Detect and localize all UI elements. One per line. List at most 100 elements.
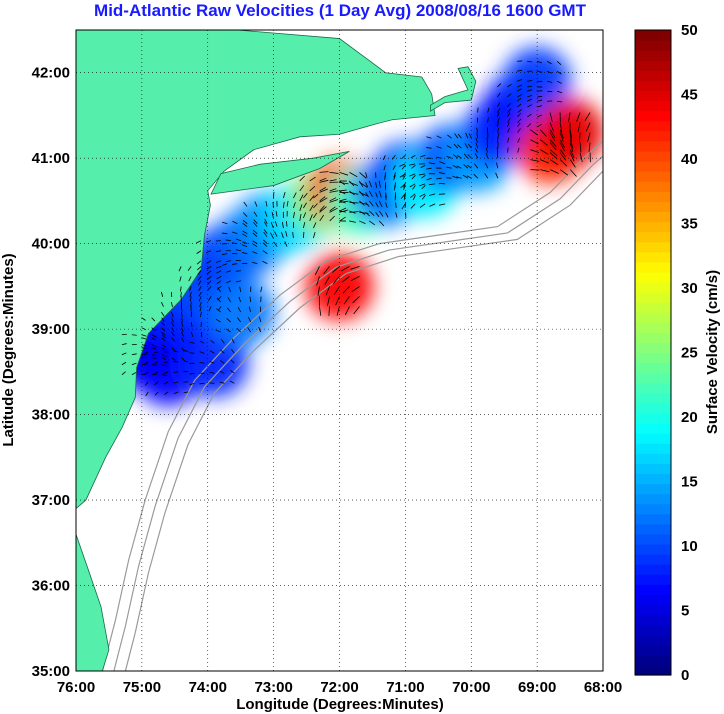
velocity-arrow <box>577 122 581 133</box>
velocity-arrow <box>282 201 285 209</box>
colorbar-swatch <box>635 292 671 303</box>
colorbar-swatch <box>635 80 671 92</box>
velocity-arrow <box>339 198 347 202</box>
velocity-arrow <box>161 354 167 358</box>
velocity-arrow <box>395 202 397 208</box>
velocity-arrow <box>527 123 532 128</box>
velocity-arrow <box>547 80 553 83</box>
velocity-arrow <box>299 185 305 192</box>
velocity-arrow <box>349 201 359 204</box>
velocity-arrow <box>549 142 557 151</box>
velocity-arrow <box>497 132 500 139</box>
velocity-arrow <box>339 209 349 213</box>
velocity-arrow <box>527 60 533 63</box>
colorbar-tick-label: 30 <box>681 280 698 297</box>
velocity-arrow <box>378 210 384 217</box>
velocity-arrow <box>199 301 202 307</box>
velocity-arrow <box>131 362 137 366</box>
velocity-arrow <box>232 220 238 225</box>
velocity-arrow <box>303 193 308 199</box>
velocity-arrow <box>349 220 356 223</box>
velocity-arrow <box>264 218 268 224</box>
velocity-arrow <box>429 203 436 207</box>
colorbar-swatch <box>635 594 671 606</box>
x-tick-label: 73:00 <box>254 679 292 696</box>
velocity-arrow <box>516 88 522 92</box>
map-layer <box>76 30 603 671</box>
colorbar-swatch <box>635 392 671 404</box>
y-tick-label: 39:00 <box>32 321 70 338</box>
velocity-arrow <box>161 317 165 322</box>
colorbar-swatch <box>635 150 671 162</box>
velocity-arrow <box>181 317 183 323</box>
velocity-arrow <box>285 231 288 237</box>
velocity-arrow <box>171 327 175 332</box>
velocity-vectors <box>121 60 591 397</box>
velocity-arrow <box>507 102 511 108</box>
velocity-arrow <box>579 132 581 143</box>
velocity-arrow <box>309 195 315 202</box>
colorbar-tick-label: 25 <box>681 345 698 362</box>
colorbar-swatch <box>635 523 671 535</box>
velocity-arrow <box>253 219 258 224</box>
velocity-arrow <box>438 172 446 175</box>
velocity-arrow <box>309 214 313 222</box>
velocity-arrow <box>227 297 232 303</box>
velocity-arrow <box>252 232 258 237</box>
velocity-arrow <box>426 147 432 149</box>
velocity-arrow <box>475 142 479 149</box>
velocity-arrow <box>151 327 156 331</box>
velocity-arrow <box>549 132 556 142</box>
colorbar-swatch <box>635 70 671 81</box>
velocity-arrow <box>329 171 339 174</box>
colorbar-swatch <box>635 302 671 313</box>
velocity-arrow <box>476 127 478 133</box>
velocity-arrow <box>206 260 212 264</box>
velocity-arrow <box>348 180 355 187</box>
velocity-arrow <box>507 83 512 88</box>
velocity-arrow <box>309 176 316 182</box>
velocity-arrow <box>457 133 462 139</box>
velocity-arrow <box>319 187 326 192</box>
colorbar-swatch <box>635 654 671 666</box>
velocity-arrow <box>215 260 222 263</box>
velocity-arrow <box>474 152 479 159</box>
velocity-arrow <box>270 232 274 239</box>
velocity-arrow <box>339 210 346 213</box>
velocity-arrow <box>144 381 149 386</box>
velocity-arrow <box>332 276 340 284</box>
velocity-arrow <box>420 164 426 168</box>
velocity-arrow <box>237 317 242 323</box>
y-tick-label: 38:00 <box>32 407 70 424</box>
velocity-arrow <box>507 137 510 143</box>
velocity-arrow <box>206 250 212 254</box>
colorbar-tick-label: 15 <box>681 474 698 491</box>
colorbar-swatch <box>635 443 671 454</box>
velocity-arrow <box>319 197 328 203</box>
velocity-arrow <box>446 166 452 169</box>
velocity-arrow <box>225 239 231 242</box>
axes-frame <box>75 29 604 672</box>
velocity-arrow <box>484 162 489 169</box>
velocity-arrow <box>329 207 338 213</box>
velocity-arrow <box>342 286 350 294</box>
velocity-arrow <box>215 250 222 253</box>
velocity-arrow <box>426 177 432 181</box>
grid-lines <box>76 30 603 671</box>
velocity-arrow <box>262 242 268 247</box>
velocity-arrow <box>456 176 462 179</box>
velocity-arrow <box>319 206 327 213</box>
velocity-arrow <box>284 241 288 247</box>
velocity-arrow <box>313 193 319 199</box>
velocity-arrow <box>496 122 499 128</box>
bathymetry-contour <box>124 170 603 671</box>
velocity-arrow <box>352 296 360 304</box>
velocity-arrow <box>556 70 562 75</box>
velocity-arrow <box>231 338 235 344</box>
velocity-arrow <box>401 203 406 210</box>
colorbar-tick-label: 5 <box>681 603 689 620</box>
velocity-arrow <box>476 132 479 139</box>
x-tick-label: 75:00 <box>123 679 161 696</box>
velocity-arrow <box>242 222 248 227</box>
velocity-arrow <box>350 276 360 281</box>
